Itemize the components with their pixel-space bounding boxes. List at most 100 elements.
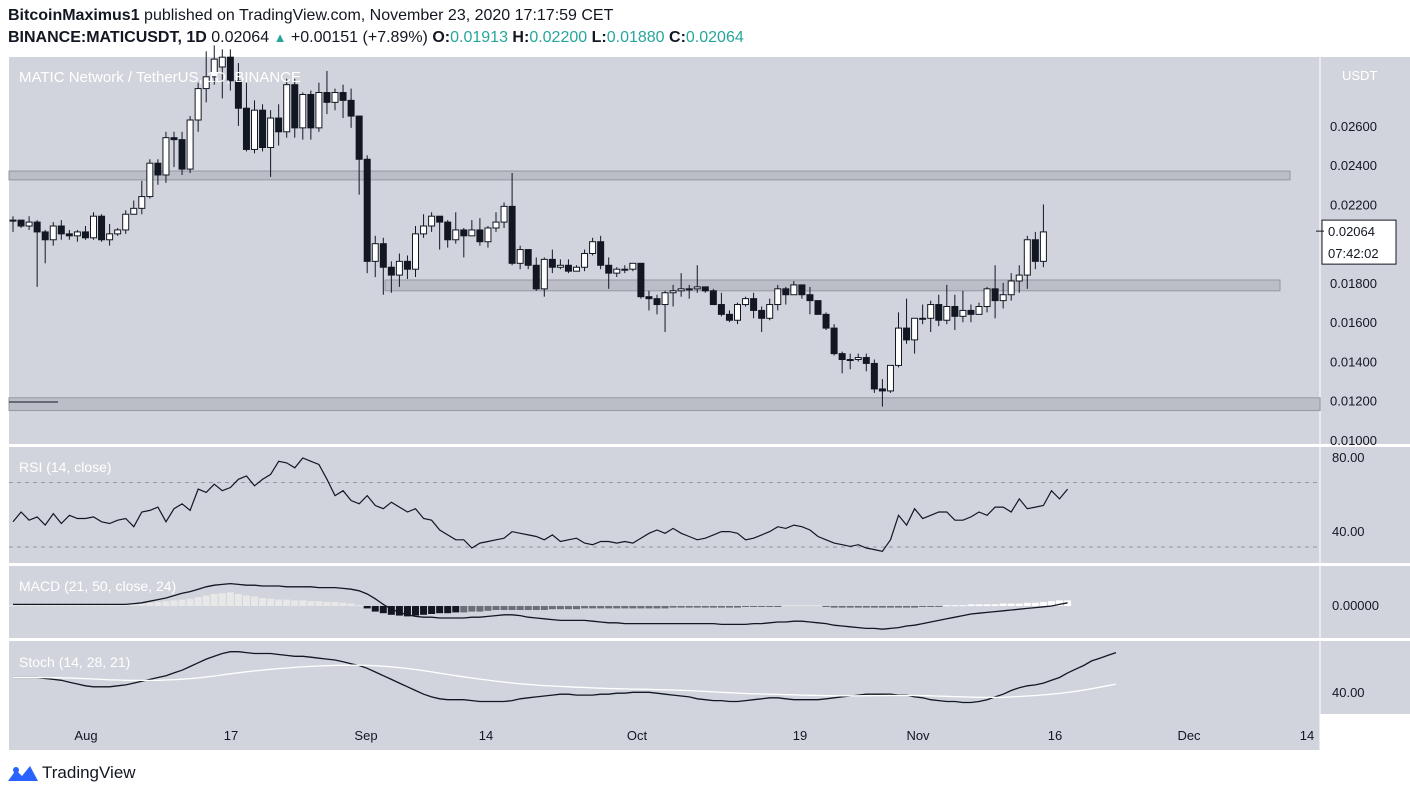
macd-histogram-bar [9,605,17,607]
candle-body [1007,280,1015,296]
candle-body [734,304,741,321]
candle-body [669,290,677,294]
candle-body [234,80,242,109]
rsi-axis-panel [1320,447,1410,563]
open-label: O: [432,29,451,46]
macd-histogram-bar [98,605,106,607]
macd-histogram-bar [492,606,500,610]
candle-body [782,288,790,296]
stoch-k-line [13,651,1117,704]
macd-histogram-bar [283,599,291,606]
candle-body [242,107,250,150]
candle-body [564,264,572,272]
candle-body [379,243,387,268]
candle-body [226,56,234,82]
high-value: 0.02200 [529,29,588,46]
candle-body [299,93,307,129]
macd-histogram-bar [782,605,790,607]
candle-body [919,317,927,320]
candle-body [1039,231,1047,262]
macd-histogram-bar [1015,603,1023,606]
last-price-box [1321,219,1397,265]
macd-histogram-bar [725,606,733,608]
candle-body [275,117,283,133]
macd-label: MACD (21, 50, close, 24) [19,578,176,594]
candle-body [573,266,580,272]
macd-histogram-bar [395,606,403,616]
candle-body [597,241,605,266]
stoch-tick-label: 40.00 [1332,685,1365,700]
candle-body [886,364,894,392]
candle-body [122,213,130,231]
macd-histogram-bar [806,605,814,607]
macd-histogram-bar [178,599,186,606]
author-name[interactable]: BitcoinMaximus1 [8,7,140,24]
tradingview-logo[interactable]: TradingView [8,763,136,783]
macd-histogram-bar [379,606,387,614]
macd-histogram-bar [251,596,258,606]
price-tick-label: 0.02200 [1330,197,1377,212]
macd-histogram-bar [685,606,693,608]
macd-histogram-bar [106,605,114,607]
rsi-label: RSI (14, close) [19,459,112,475]
up-arrow-icon: ▲ [273,30,287,45]
candle-body [33,221,41,233]
macd-histogram-bar [701,606,709,608]
candle-body [991,288,999,302]
macd-histogram-bar [122,604,130,606]
macd-line [13,582,1068,630]
candle-body [210,58,218,78]
tradingview-logo-icon [8,766,38,781]
macd-histogram-bar [1023,602,1031,606]
candle-body [81,231,89,239]
rsi-tick-label: 80.00 [1332,450,1365,465]
macd-histogram-bar [267,598,275,606]
candle-body [194,88,202,121]
macd-histogram-bar [484,606,492,611]
macd-histogram-bar [444,606,452,614]
macd-histogram-bar [516,606,524,610]
macd-histogram-bar [790,605,798,607]
time-tick-label: Sep [354,728,377,743]
macd-histogram-bar [717,606,725,608]
candle-body [114,229,122,235]
macd-histogram-bar [468,606,476,612]
high-label: H: [512,29,530,46]
macd-histogram-bar [564,606,572,610]
macd-histogram-bar [130,604,138,606]
macd-histogram-bar [532,606,540,610]
macd-histogram-bar [315,601,323,606]
macd-histogram-bar [709,606,717,608]
macd-histogram-bar [734,606,741,608]
macd-histogram-bar [355,605,363,607]
candle-body [420,225,428,235]
macd-histogram-bar [323,602,331,606]
time-tick-label: 19 [793,728,807,743]
time-axis-panel [9,714,1320,750]
candle-body [251,109,258,150]
countdown-label: 07:42:02 [1328,246,1379,261]
macd-histogram-bar [629,606,637,609]
candle-body [951,306,959,317]
stoch-axis-panel [1320,641,1410,714]
candle-body [508,205,516,264]
macd-histogram-bar [347,603,355,606]
macd-histogram-bar [589,606,597,609]
macd-histogram-bar [49,605,57,607]
candle-body [822,313,830,329]
macd-histogram-bar [999,603,1007,606]
rsi-panel [9,447,1320,563]
macd-histogram-bar [331,602,339,606]
candle-body [589,241,597,255]
macd-histogram-bar [460,606,468,613]
macd-histogram-bar [363,606,371,609]
last-price-label: 0.02064 [1328,224,1375,239]
macd-histogram-bar [597,606,605,609]
candle-body [476,229,484,243]
publish-info: published on TradingView.com, November 2… [144,7,614,24]
macd-histogram-bar [114,605,122,607]
macd-histogram-bar [1031,602,1039,606]
candle-body [895,327,902,366]
close-value: 0.02064 [685,29,744,46]
